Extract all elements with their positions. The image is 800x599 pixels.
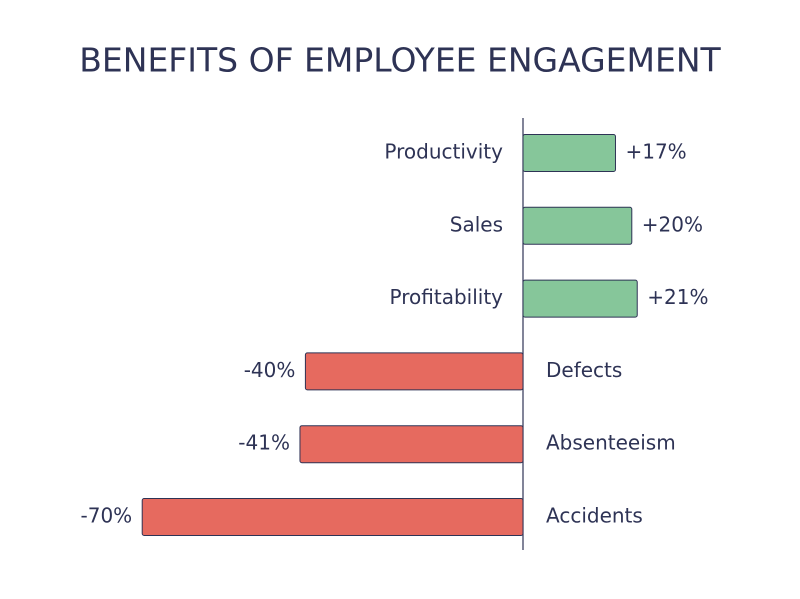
value-label: +17% [625, 140, 686, 164]
category-label: Sales [450, 212, 503, 236]
category-label: Absenteeism [546, 431, 676, 455]
bar [299, 425, 524, 464]
bar [304, 352, 524, 391]
value-label: -41% [238, 431, 290, 455]
bar [522, 279, 638, 318]
value-label: +21% [647, 285, 708, 309]
bar [141, 498, 524, 536]
chart-title: BENEFITS OF EMPLOYEE ENGAGEMENT [79, 41, 721, 80]
category-label: Profitability [390, 285, 504, 309]
value-label: +20% [642, 212, 703, 236]
bar [522, 206, 633, 245]
category-label: Productivity [384, 140, 503, 164]
value-label: -70% [81, 504, 133, 528]
category-label: Defects [546, 358, 622, 382]
bar [522, 134, 616, 172]
value-label: -40% [244, 358, 296, 382]
category-label: Accidents [546, 504, 643, 528]
